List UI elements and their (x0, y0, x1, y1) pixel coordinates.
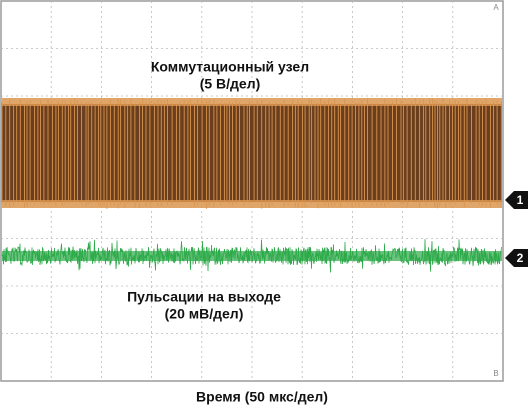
marker-label: 2 (517, 251, 524, 265)
channel1-scale: (5 В/дел) (200, 76, 261, 92)
marker-shape (505, 191, 528, 209)
channel1-label: Коммутационный узел (151, 59, 309, 75)
channel2-scale: (20 мВ/дел) (165, 306, 244, 322)
marker-shape (505, 249, 528, 267)
channel2-waveform (1, 239, 502, 273)
waveform-band (2, 104, 502, 202)
waveform-edges (1, 98, 502, 209)
channel1-marker: 1 (505, 191, 528, 209)
corner-label: A (493, 3, 499, 12)
channel1-waveform (1, 98, 502, 209)
waveform-top (2, 98, 502, 106)
x-axis-label: Время (50 мкс/дел) (196, 389, 328, 405)
corner-label: B (493, 369, 498, 378)
channel2-marker: 2 (505, 249, 528, 267)
marker-label: 1 (517, 193, 524, 207)
channel2-label: Пульсации на выходе (127, 289, 281, 305)
waveform-bottom (2, 200, 502, 208)
ripple-core (2, 251, 502, 261)
